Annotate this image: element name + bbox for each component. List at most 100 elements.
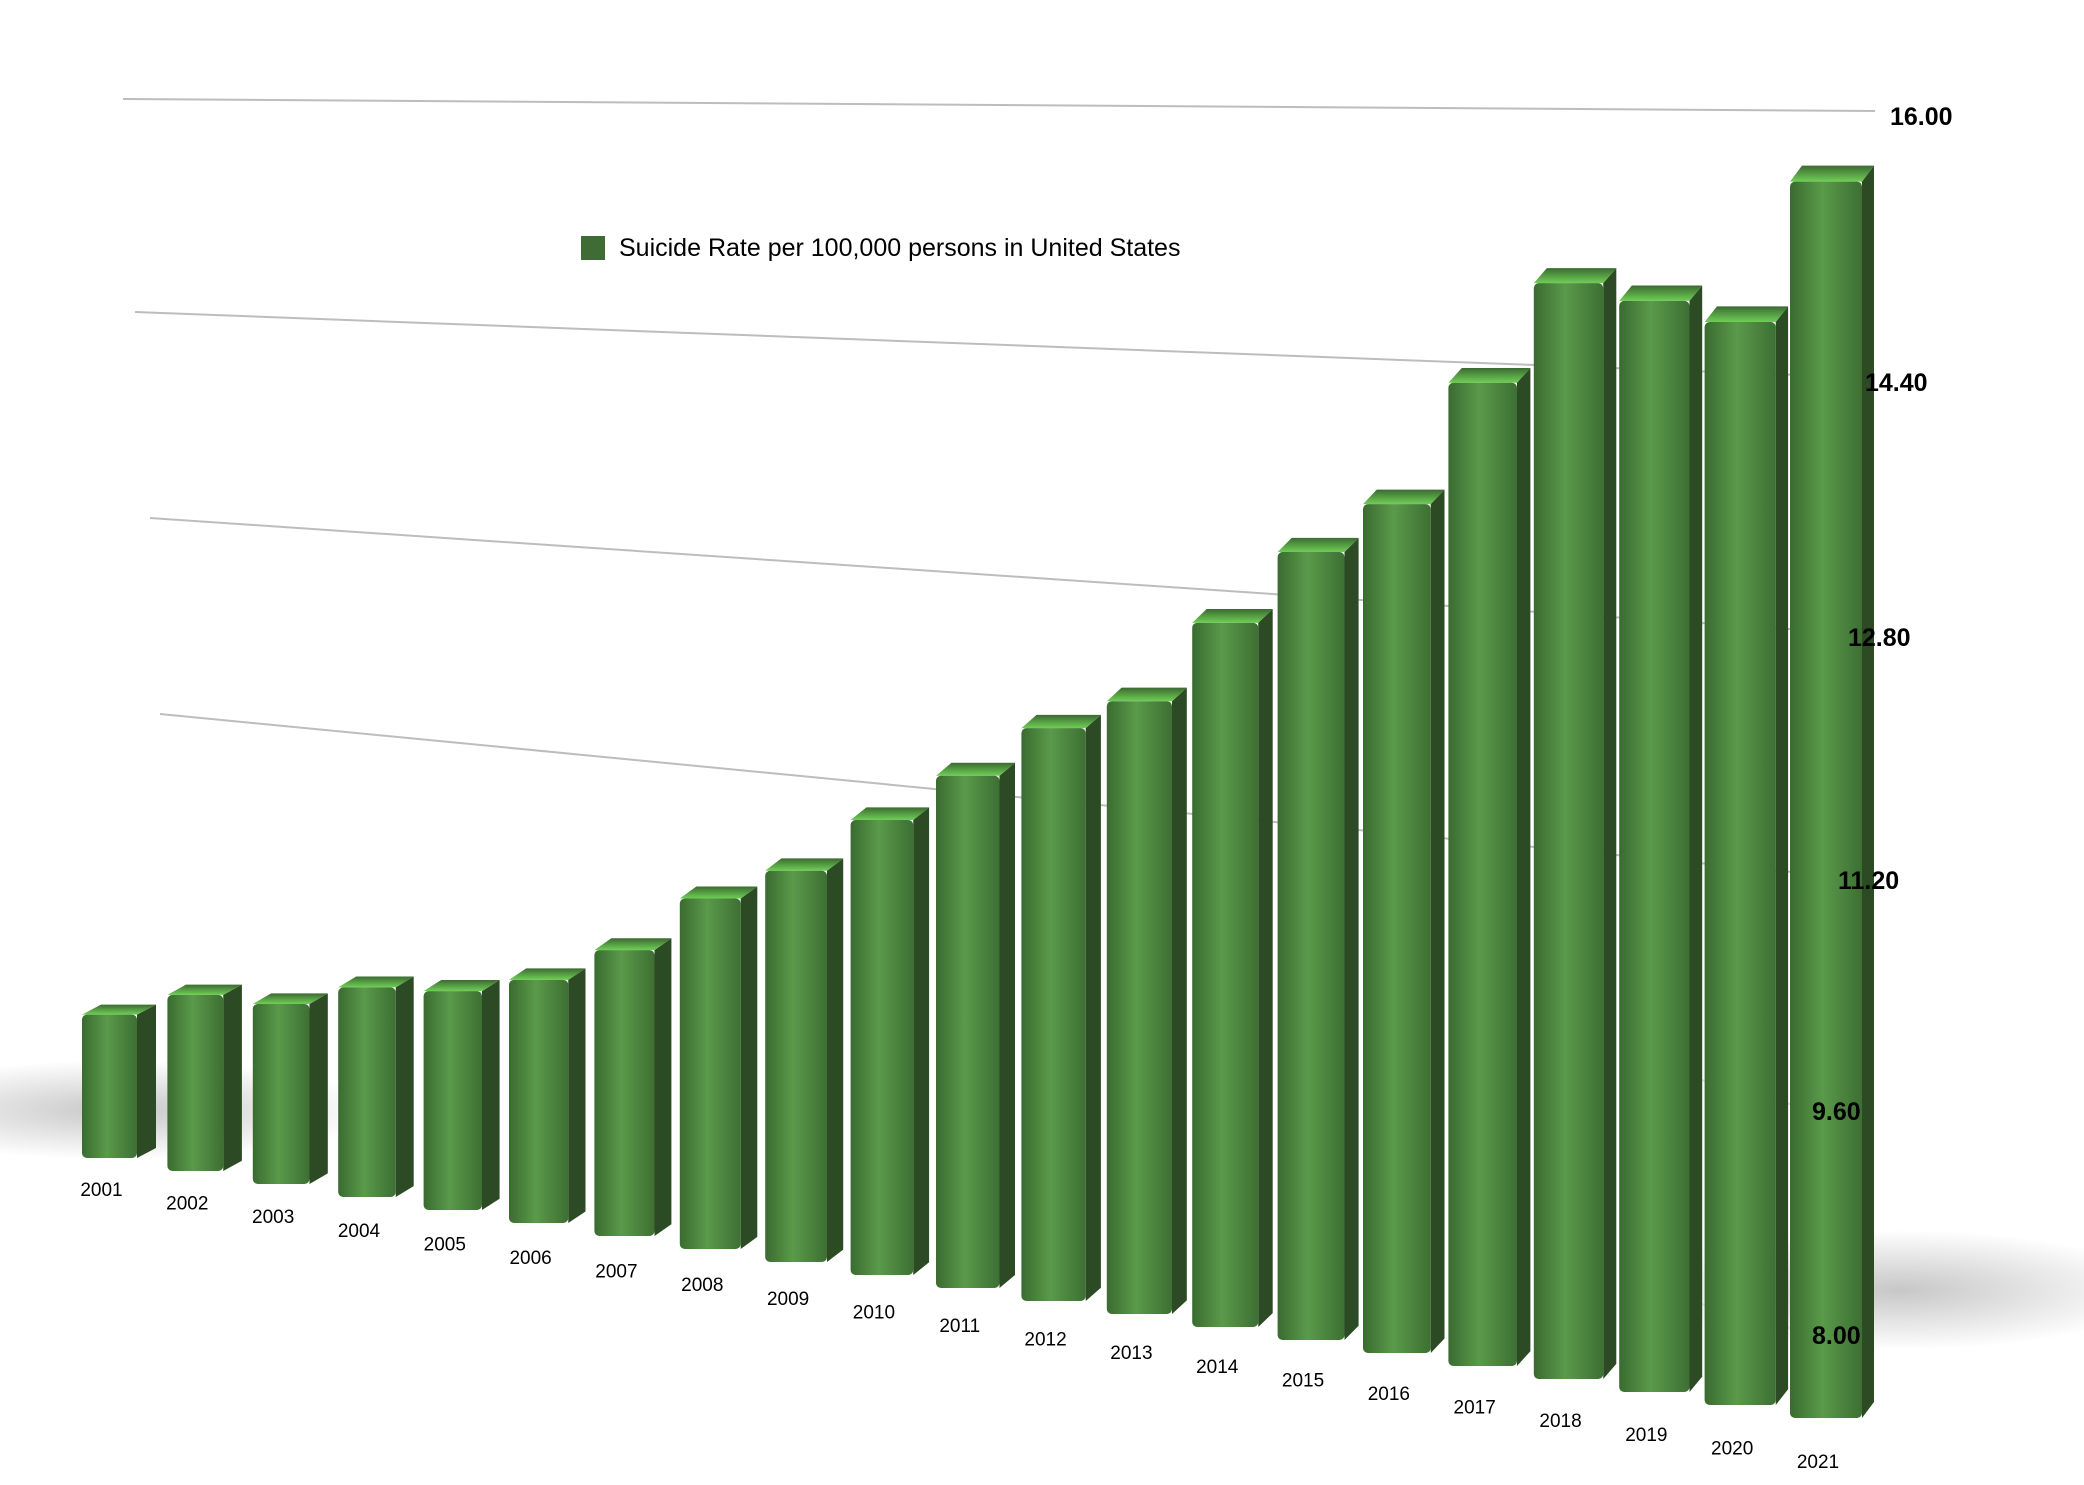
bar-top xyxy=(1192,608,1273,623)
bar-top xyxy=(679,886,758,899)
bar-top xyxy=(1790,165,1874,182)
bar-side xyxy=(999,762,1015,1288)
bar-top xyxy=(252,993,328,1004)
bar-2013 xyxy=(1106,687,1187,1314)
bar-front xyxy=(1448,382,1517,1366)
x-tick-label: 2017 xyxy=(1454,1398,1496,1419)
bar-front xyxy=(594,950,655,1236)
bar-side xyxy=(1689,285,1703,1393)
bar-side xyxy=(654,938,672,1236)
bar-front xyxy=(1106,701,1172,1314)
bar-front xyxy=(82,1014,137,1158)
bar-top xyxy=(1363,489,1445,505)
x-tick-label: 2007 xyxy=(595,1262,637,1283)
x-tick-label: 2011 xyxy=(939,1316,980,1337)
bar-top xyxy=(850,807,930,821)
bar-front xyxy=(1277,552,1345,1340)
bar-front xyxy=(850,820,914,1275)
bar-front xyxy=(679,898,741,1249)
x-tick-label: 2012 xyxy=(1024,1330,1066,1351)
bar-top xyxy=(167,984,242,995)
gridline xyxy=(122,98,1876,112)
y-tick-label: 8.00 xyxy=(1812,1322,1861,1350)
bar-top xyxy=(1704,306,1789,323)
bar-front xyxy=(1704,322,1776,1405)
legend-label: Suicide Rate per 100,000 persons in Unit… xyxy=(619,234,1180,262)
x-tick-label: 2006 xyxy=(509,1248,551,1269)
y-tick-label: 12.80 xyxy=(1848,624,1911,652)
bar-front xyxy=(252,1003,310,1184)
bar-2003 xyxy=(252,993,328,1184)
bar-front xyxy=(1363,504,1431,1353)
x-tick-label: 2018 xyxy=(1539,1411,1581,1432)
bar-front xyxy=(1619,300,1690,1392)
x-tick-label: 2003 xyxy=(252,1207,294,1228)
bar-side xyxy=(395,976,414,1197)
bar-top xyxy=(1277,537,1359,553)
bar-2001 xyxy=(82,1004,156,1158)
y-tick-label: 16.00 xyxy=(1890,103,1953,131)
bar-top xyxy=(1448,367,1531,383)
bar-2020 xyxy=(1704,306,1789,1405)
bar-top xyxy=(509,968,586,980)
bar-2004 xyxy=(338,976,414,1197)
bar-2010 xyxy=(850,807,930,1275)
bar-2006 xyxy=(509,968,586,1223)
bars xyxy=(82,165,1874,1418)
bar-side xyxy=(1085,714,1101,1301)
bar-front xyxy=(1533,283,1604,1379)
bar-side xyxy=(223,984,242,1171)
bar-top xyxy=(338,976,414,988)
bar-side xyxy=(1517,367,1531,1366)
bar-2008 xyxy=(679,886,758,1249)
bar-top xyxy=(82,1004,156,1015)
bar-top xyxy=(1533,268,1617,284)
bar-side xyxy=(1430,489,1445,1353)
bar-top xyxy=(594,938,672,951)
legend-swatch xyxy=(581,236,605,260)
bar-front xyxy=(765,870,827,1262)
x-tick-label: 2002 xyxy=(166,1194,208,1215)
legend: Suicide Rate per 100,000 persons in Unit… xyxy=(581,234,1180,262)
bar-side xyxy=(827,858,844,1262)
x-tick-label: 2009 xyxy=(767,1289,809,1310)
bar-front xyxy=(167,994,224,1171)
bar-front xyxy=(423,991,482,1210)
bar-2007 xyxy=(594,938,672,1236)
bar-side xyxy=(740,886,758,1249)
bar-side xyxy=(1258,608,1273,1327)
x-tick-label: 2004 xyxy=(338,1221,381,1242)
bar-side xyxy=(137,1004,156,1158)
bar-2009 xyxy=(765,858,844,1262)
y-tick-label: 9.60 xyxy=(1812,1098,1861,1126)
bar-front xyxy=(338,987,396,1197)
bar-side xyxy=(1172,687,1187,1314)
bar-front xyxy=(1790,181,1862,1418)
bar-2011 xyxy=(936,762,1015,1288)
x-tick-label: 2021 xyxy=(1797,1452,1839,1473)
bar-side xyxy=(913,807,930,1275)
bar-2012 xyxy=(1021,714,1101,1301)
y-axis-labels: 8.00 9.60 11.20 12.80 14.40 16.00 xyxy=(1812,103,1953,1350)
x-tick-label: 2013 xyxy=(1110,1343,1152,1364)
x-tick-label: 2008 xyxy=(681,1275,723,1296)
bar-top xyxy=(936,762,1015,776)
x-tick-label: 2015 xyxy=(1282,1370,1324,1391)
bar-front xyxy=(936,775,1000,1288)
bar-2005 xyxy=(423,979,500,1210)
bar-front xyxy=(509,979,569,1223)
bar-top xyxy=(423,979,500,992)
x-tick-label: 2001 xyxy=(80,1180,122,1201)
bar-top xyxy=(1619,285,1703,301)
bar-2016 xyxy=(1363,489,1445,1353)
bar-side xyxy=(1862,165,1874,1418)
bar-side xyxy=(1775,306,1789,1405)
bar-top xyxy=(1021,714,1101,729)
x-tick-label: 2005 xyxy=(424,1234,466,1255)
bar-2019 xyxy=(1619,285,1703,1393)
bar-front xyxy=(1192,622,1259,1327)
x-tick-label: 2019 xyxy=(1625,1425,1667,1446)
bar-2002 xyxy=(167,984,242,1171)
